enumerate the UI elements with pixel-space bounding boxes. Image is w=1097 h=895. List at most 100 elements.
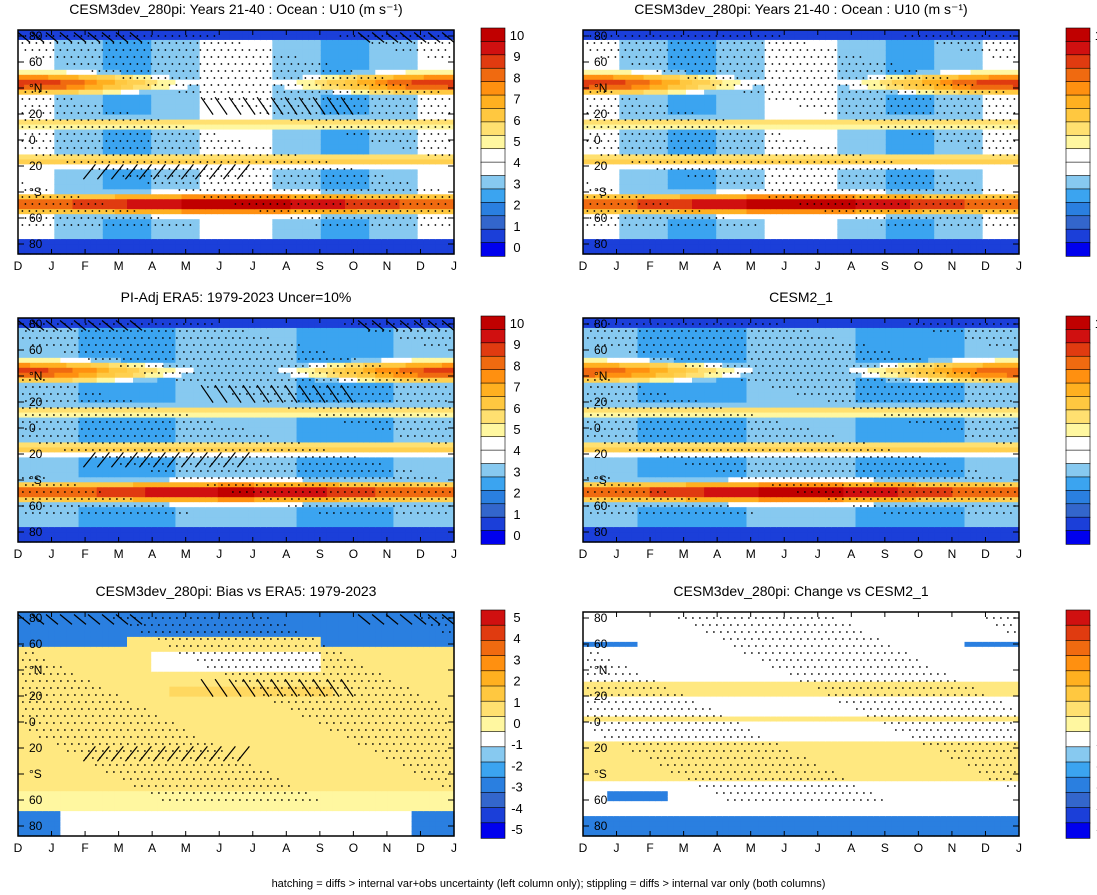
- stipple-dot: [141, 126, 143, 128]
- stipple-dot: [428, 154, 430, 156]
- stipple-dot: [235, 175, 237, 177]
- heatmap-cell: [242, 140, 249, 146]
- stipple-dot: [50, 42, 52, 44]
- heatmap-cell: [169, 100, 176, 106]
- heatmap-cell: [345, 209, 352, 215]
- heatmap-cell: [54, 214, 61, 220]
- stipple-dot: [442, 196, 444, 198]
- heatmap-cell: [30, 199, 37, 205]
- stipple-dot: [421, 224, 423, 226]
- heatmap-cell: [60, 60, 67, 66]
- stipple-dot: [333, 119, 335, 121]
- stipple-dot: [365, 210, 367, 212]
- heatmap-cell: [242, 55, 249, 61]
- heatmap-cell: [60, 115, 67, 121]
- heatmap-cell: [18, 214, 25, 220]
- stipple-dot: [144, 133, 146, 135]
- heatmap-cell: [109, 135, 116, 141]
- heatmap-cell: [613, 244, 620, 250]
- stipple-dot: [382, 217, 384, 219]
- heatmap-cell: [291, 140, 298, 146]
- heatmap-cell: [73, 60, 80, 66]
- heatmap-cell: [303, 125, 310, 131]
- heatmap-cell: [218, 234, 225, 240]
- stipple-dot: [396, 203, 398, 205]
- stipple-dot: [158, 49, 160, 51]
- stipple-dot: [120, 210, 122, 212]
- heatmap-cell: [309, 40, 316, 46]
- heatmap-cell: [303, 154, 310, 160]
- heatmap-cell: [224, 204, 231, 210]
- stipple-dot: [382, 105, 384, 107]
- heatmap-cell: [54, 239, 61, 245]
- heatmap-cell: [625, 30, 632, 36]
- heatmap-cell: [212, 199, 219, 205]
- heatmap-cell: [345, 159, 352, 165]
- heatmap-cell: [42, 85, 49, 91]
- heatmap-cell: [309, 140, 316, 146]
- heatmap-cell: [18, 90, 25, 96]
- stipple-dot: [193, 147, 195, 149]
- heatmap-cell: [375, 179, 382, 185]
- heatmap-cell: [303, 144, 310, 150]
- stipple-dot: [263, 161, 265, 163]
- heatmap-cell: [48, 239, 55, 245]
- heatmap-cell: [200, 149, 207, 155]
- heatmap-cell: [182, 70, 189, 76]
- colorbar-swatch: [481, 122, 505, 136]
- stipple-dot: [172, 35, 174, 37]
- heatmap-cell: [182, 149, 189, 155]
- stipple-dot: [246, 56, 248, 58]
- stipple-dot: [106, 112, 108, 114]
- stipple-dot: [39, 147, 41, 149]
- heatmap-cell: [357, 100, 364, 106]
- stipple-dot: [43, 112, 45, 114]
- heatmap-cell: [66, 179, 73, 185]
- heatmap-cell: [60, 234, 67, 240]
- heatmap-cell: [583, 130, 590, 136]
- heatmap-cell: [254, 40, 261, 46]
- heatmap-cell: [613, 159, 620, 165]
- heatmap-cell: [188, 209, 195, 215]
- heatmap-cell: [48, 135, 55, 141]
- stipple-dot: [106, 126, 108, 128]
- stipple-dot: [389, 105, 391, 107]
- heatmap-cell: [163, 130, 170, 136]
- heatmap-cell: [79, 140, 86, 146]
- heatmap-cell: [351, 60, 358, 66]
- heatmap-cell: [375, 184, 382, 190]
- heatmap-cell: [103, 130, 110, 136]
- heatmap-cell: [139, 234, 146, 240]
- stipple-dot: [155, 224, 157, 226]
- stipple-dot: [354, 91, 356, 93]
- colorbar: 109876543210: [481, 28, 524, 256]
- stipple-dot: [354, 105, 356, 107]
- heatmap-cell: [339, 209, 346, 215]
- stipple-dot: [288, 154, 290, 156]
- heatmap-cell: [333, 130, 340, 136]
- stipple-dot: [92, 42, 94, 44]
- heatmap-cell: [387, 169, 394, 175]
- heatmap-cell: [248, 179, 255, 185]
- stipple-dot: [260, 196, 262, 198]
- stipple-dot: [354, 189, 356, 191]
- heatmap-cell: [230, 229, 237, 235]
- heatmap-cell: [278, 169, 285, 175]
- heatmap-cell: [260, 30, 267, 36]
- heatmap-cell: [619, 229, 626, 235]
- stipple-dot: [221, 175, 223, 177]
- stipple-dot: [144, 147, 146, 149]
- stipple-dot: [284, 91, 286, 93]
- heatmap-cell: [583, 224, 590, 230]
- heatmap-cell: [109, 214, 116, 220]
- heatmap-cell: [145, 194, 152, 200]
- stipple-dot: [438, 217, 440, 219]
- stipple-dot: [113, 140, 115, 142]
- heatmap-cell: [333, 184, 340, 190]
- heatmap-cell: [400, 144, 407, 150]
- stipple-dot: [340, 77, 342, 79]
- heatmap-cell: [309, 184, 316, 190]
- stipple-dot: [99, 70, 101, 72]
- stipple-dot: [102, 49, 104, 51]
- heatmap-cell: [97, 209, 104, 215]
